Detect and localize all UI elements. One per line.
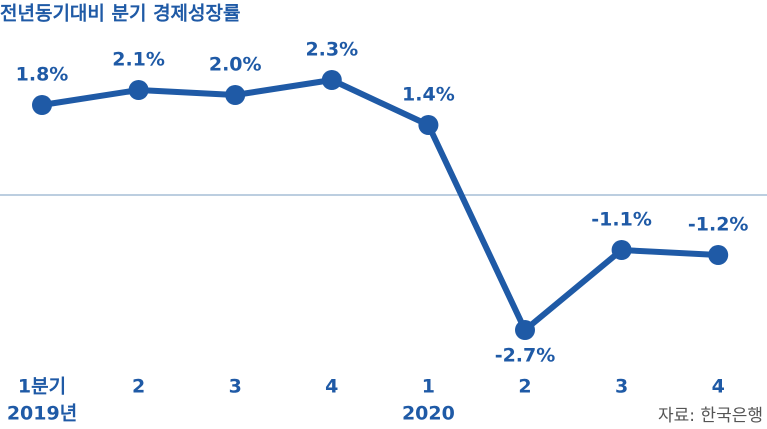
- data-label: 1.4%: [402, 84, 455, 106]
- x-tick-label: 3: [229, 376, 242, 398]
- line: [41, 77, 719, 333]
- point: [225, 85, 246, 105]
- data-label: -1.2%: [688, 214, 749, 236]
- x-tick-label: 2: [518, 376, 531, 398]
- data-label: 2.3%: [305, 39, 358, 61]
- point: [515, 320, 535, 340]
- source: 자료: 한국은행: [658, 406, 763, 426]
- year-label: 2020: [402, 403, 455, 425]
- x-tick-label: 1: [422, 376, 435, 398]
- data-label: -2.7%: [495, 345, 556, 367]
- point: [32, 95, 52, 115]
- x-tick-label: 2: [132, 376, 145, 398]
- x-tick-label: 4: [712, 376, 725, 398]
- chart-title: 전년동기대비 분기 경제성장률: [0, 3, 240, 25]
- year-label: 2019년: [7, 403, 77, 425]
- point: [611, 240, 632, 260]
- x-tick-label: 3: [615, 376, 628, 398]
- point: [128, 80, 149, 100]
- data-label: -1.1%: [591, 209, 652, 231]
- point: [708, 245, 729, 265]
- x-tick-label: 1분기: [18, 376, 66, 398]
- point: [321, 70, 342, 90]
- data-label: 2.1%: [112, 49, 165, 71]
- point: [418, 115, 439, 135]
- data-label: 2.0%: [209, 54, 262, 76]
- x-tick-label: 4: [325, 376, 338, 398]
- data-label: 1.8%: [16, 64, 69, 86]
